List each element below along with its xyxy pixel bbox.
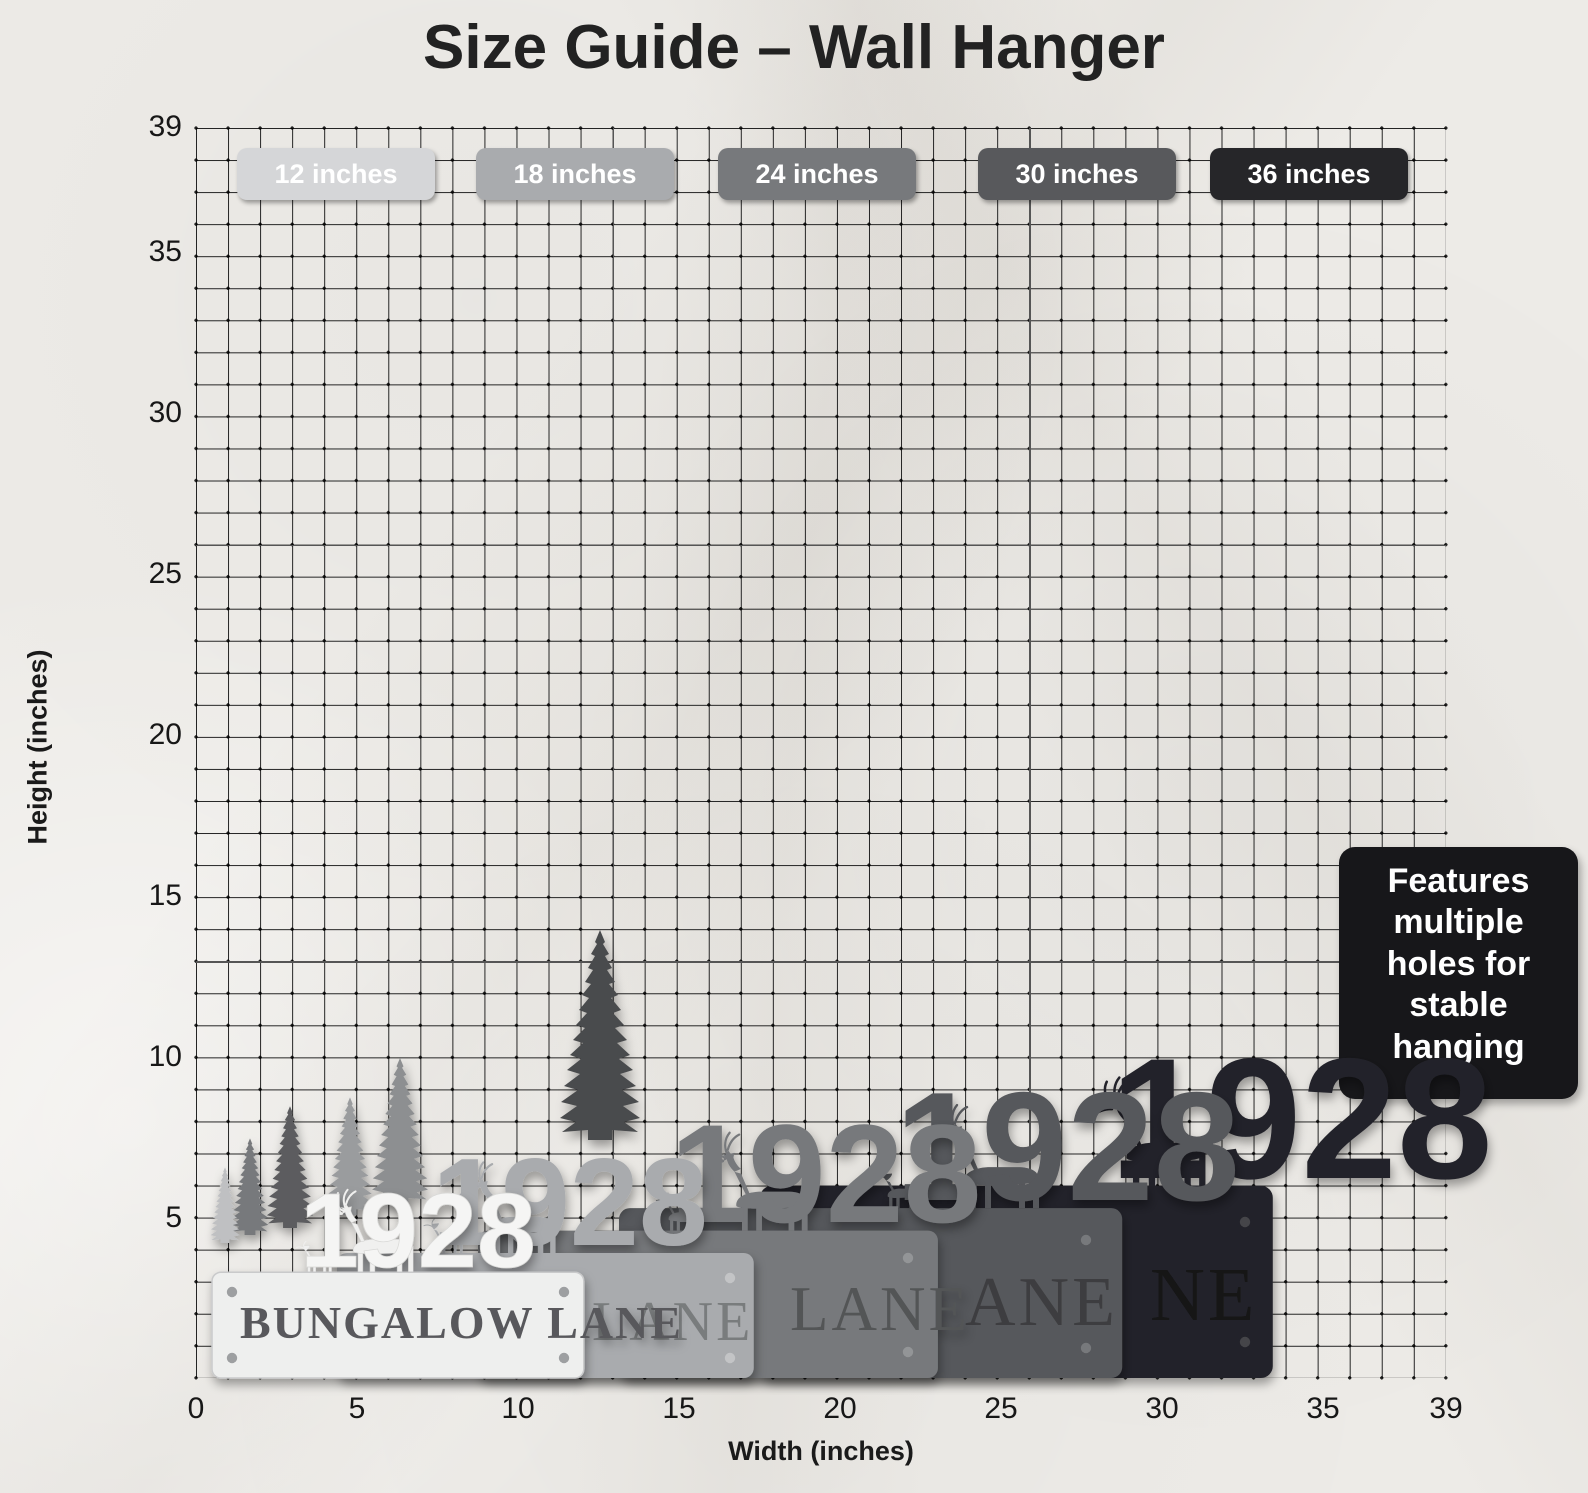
svg-text:NE: NE [1150, 1253, 1257, 1337]
svg-text:1928: 1928 [670, 1095, 981, 1252]
svg-text:ANE: ANE [965, 1264, 1118, 1341]
svg-text:LANE: LANE [790, 1274, 970, 1344]
svg-text:BUNGALOW LANE: BUNGALOW LANE [240, 1297, 683, 1348]
